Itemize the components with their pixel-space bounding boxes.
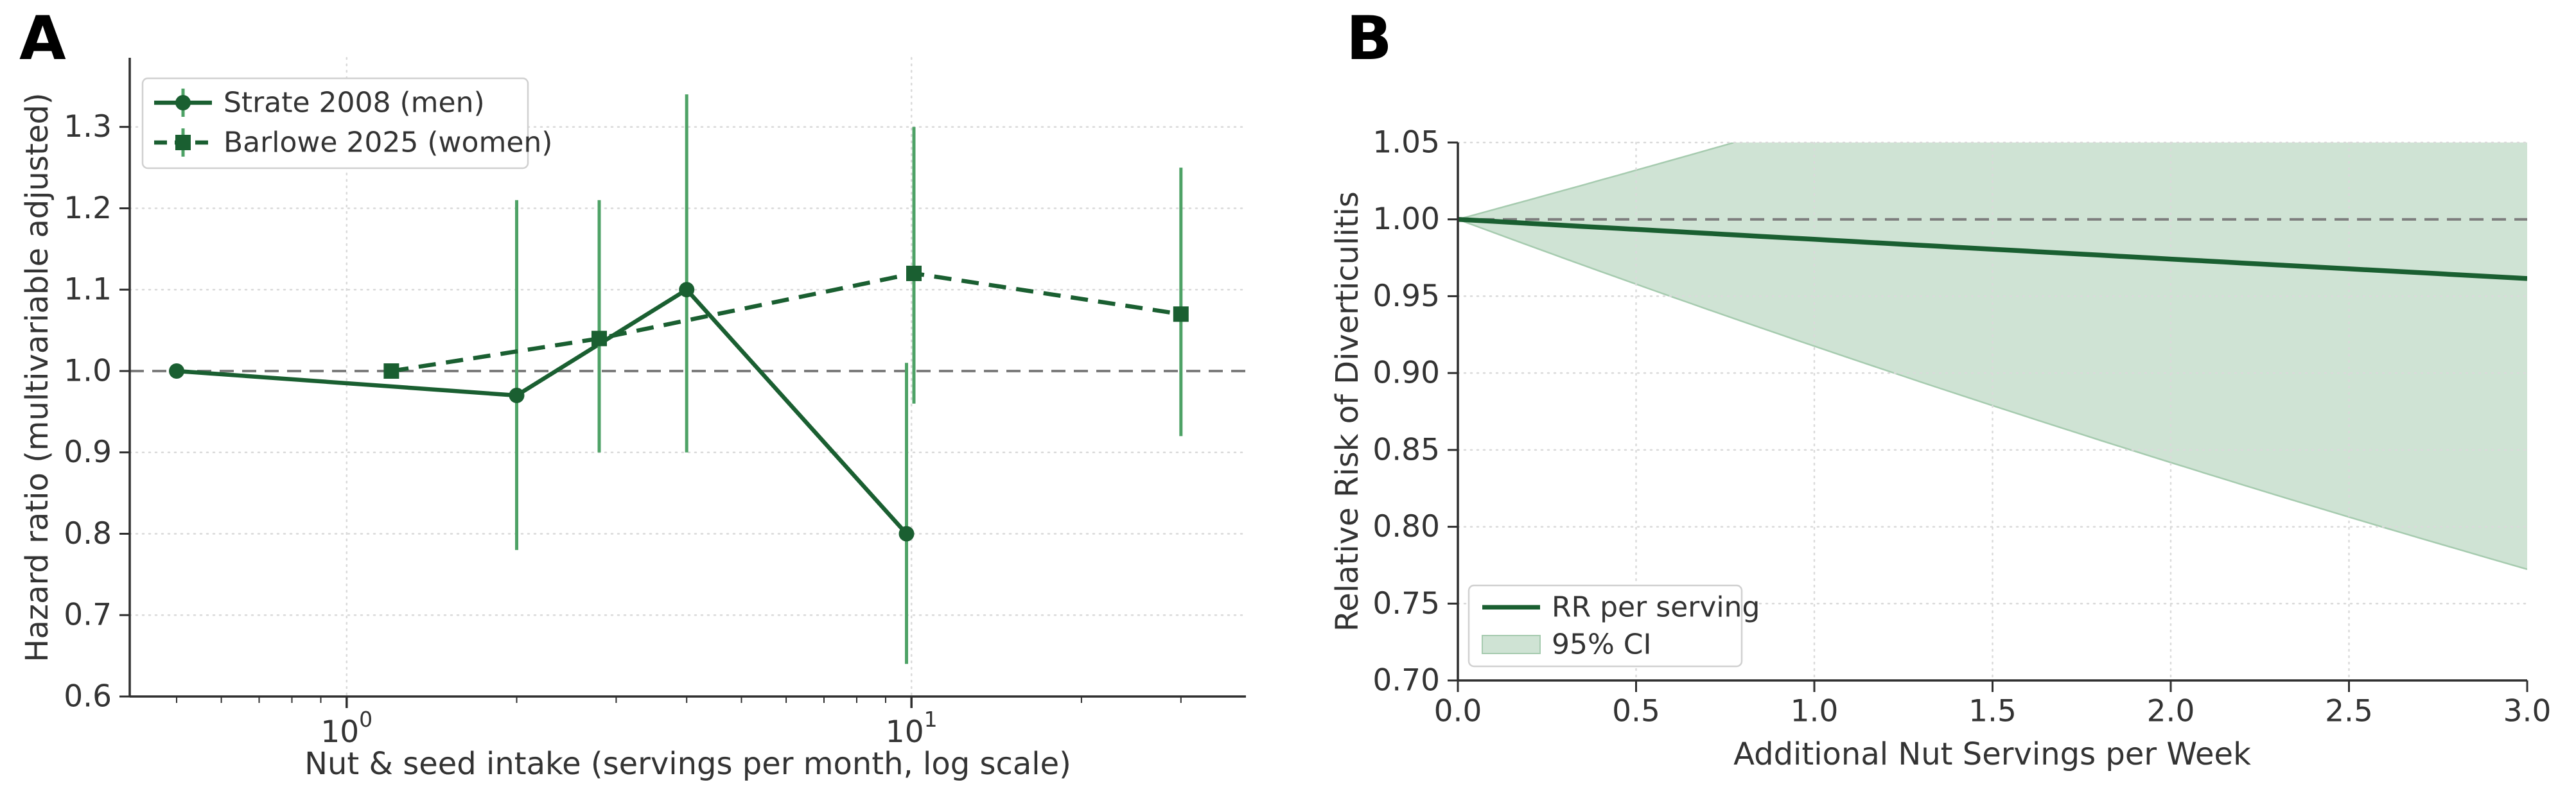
y-tick-label: 0.6	[64, 679, 112, 714]
x-tick-label: 101	[886, 707, 938, 750]
y-tick-label: 0.80	[1372, 509, 1440, 544]
marker-square	[383, 363, 399, 379]
y-tick-label: 1.2	[64, 191, 112, 226]
panel-b-legend: RR per serving 95% CI	[1468, 584, 1760, 668]
x-tick-label: 3.0	[2503, 694, 2552, 729]
y-tick-label: 0.8	[64, 516, 112, 551]
y-axis-title: Hazard ratio (multivariable adjusted)	[19, 92, 55, 662]
x-tick-label: 2.5	[2325, 694, 2373, 729]
x-tick-label: 0.0	[1434, 694, 1482, 729]
y-tick-label: 1.3	[64, 109, 112, 144]
legend-label: Strate 2008 (men)	[223, 87, 485, 119]
y-tick-label: 0.90	[1372, 356, 1440, 391]
y-tick-label: 0.75	[1372, 586, 1440, 621]
y-tick-label: 1.05	[1372, 125, 1440, 160]
y-tick-label: 1.00	[1372, 202, 1440, 237]
x-tick-label: 2.0	[2147, 694, 2195, 729]
legend-marker-square	[175, 135, 191, 150]
x-tick-label: 1.5	[1968, 694, 2017, 729]
legend-label: 95% CI	[1552, 628, 1651, 661]
panel-b-chart: 0.70 0.75 0.80 0.85 0.90 0.95 1.00 1.05 0.0 0.5 1.…	[1329, 125, 2552, 773]
series-barlowe-2025-women	[383, 126, 1189, 453]
series-line	[390, 271, 1182, 374]
x-axis-title: Additional Nut Servings per Week	[1733, 736, 2251, 772]
y-tick-label: 1.1	[64, 272, 112, 307]
marker-circle	[679, 282, 695, 298]
panel-b-label: B	[1346, 4, 1392, 74]
marker-circle	[509, 388, 525, 403]
marker-square	[906, 265, 922, 281]
x-tick-label: 100	[320, 707, 372, 750]
panel-a-legend: Strate 2008 (men) Barlowe 2025 (women)	[141, 77, 552, 169]
marker-circle	[169, 363, 184, 379]
x-axis-title: Nut & seed intake (servings per month, l…	[304, 746, 1071, 782]
panel-a-chart: 0.6 0.7 0.8 0.9 1.0 1.1 1.2 1.3 100 101 Hazard rat…	[19, 56, 1247, 782]
series-strate-2008-men	[169, 94, 915, 664]
legend-label: Barlowe 2025 (women)	[223, 126, 552, 159]
x-tick-label: 0.5	[1612, 694, 1660, 729]
rr-line	[1458, 216, 2527, 281]
y-axis-title: Relative Risk of Diverticulitis	[1329, 191, 1365, 632]
y-tick-label: 1.0	[64, 353, 112, 388]
x-tick-label: 1.0	[1791, 694, 1839, 729]
marker-circle	[898, 526, 915, 542]
marker-square	[591, 331, 607, 347]
panel-a-label: A	[19, 4, 66, 74]
y-tick-label: 0.7	[64, 598, 112, 633]
panel-b-grid	[1457, 141, 2528, 682]
legend-marker-circle	[175, 95, 191, 110]
y-tick-label: 0.70	[1372, 663, 1440, 698]
legend-band-glyph	[1482, 635, 1541, 654]
y-tick-label: 0.95	[1372, 279, 1440, 314]
legend-box	[141, 77, 529, 169]
y-tick-label: 0.85	[1372, 432, 1440, 467]
series-line	[176, 287, 908, 535]
y-tick-label: 0.9	[64, 435, 112, 470]
marker-square	[1173, 306, 1189, 322]
legend-label: RR per serving	[1552, 591, 1760, 624]
